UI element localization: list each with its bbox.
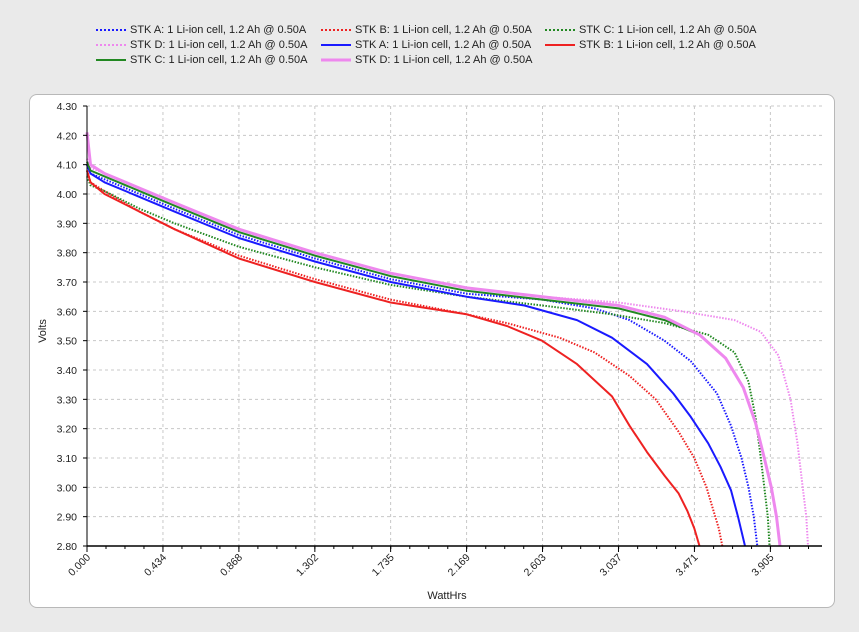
series-line: [86, 176, 771, 547]
legend-item: STK C: 1 Li-ion cell, 1.2 Ah @ 0.50A: [95, 53, 307, 67]
chart-legend: STK A: 1 Li-ion cell, 1.2 Ah @ 0.50A STK…: [0, 0, 859, 90]
series-group: [85, 132, 809, 547]
x-tick-label: 0.000: [66, 552, 93, 579]
y-tick-label: 3.00: [57, 482, 78, 494]
x-tick-label: 3.471: [673, 552, 700, 579]
x-tick-label: 2.603: [522, 552, 549, 579]
y-tick-label: 3.10: [57, 453, 78, 465]
legend-label: STK D: 1 Li-ion cell, 1.2 Ah @ 0.50A: [355, 54, 533, 66]
legend-label: STK D: 1 Li-ion cell, 1.2 Ah @ 0.50A: [130, 39, 308, 51]
legend-label: STK C: 1 Li-ion cell, 1.2 Ah @ 0.50A: [130, 54, 308, 66]
y-tick-label: 3.90: [57, 218, 78, 230]
x-tick-label: 0.868: [218, 552, 245, 579]
legend-swatch: [96, 59, 126, 61]
y-tick-label: 4.30: [57, 101, 78, 113]
y-tick-label: 4.20: [57, 130, 78, 142]
y-axis-title: Volts: [37, 319, 49, 343]
legend-item: STK A: 1 Li-ion cell, 1.2 Ah @ 0.50A: [95, 23, 306, 37]
grid-lines: [87, 105, 822, 546]
legend-item: STK B: 1 Li-ion cell, 1.2 Ah @ 0.50A: [544, 38, 756, 52]
x-tick-labels: 0.000 0.434 0.868 1.302 1.735 2.169 2.603 3.037…: [66, 552, 777, 579]
legend-swatch: [321, 29, 351, 31]
y-tick-label: 3.30: [57, 394, 78, 406]
x-tick-label: 3.905: [749, 552, 776, 579]
legend-label: STK B: 1 Li-ion cell, 1.2 Ah @ 0.50A: [355, 24, 532, 36]
x-tick-label: 0.434: [142, 552, 169, 579]
x-tick-label: 2.169: [446, 552, 473, 579]
y-tick-label: 3.70: [57, 277, 78, 289]
series-line: [86, 158, 809, 547]
x-tick-label: 1.302: [294, 552, 321, 579]
axes: [83, 105, 822, 552]
legend-item: STK C: 1 Li-ion cell, 1.2 Ah @ 0.50A: [544, 23, 756, 37]
series-line: [86, 170, 701, 547]
legend-item: STK D: 1 Li-ion cell, 1.2 Ah @ 0.50A: [320, 53, 532, 67]
legend-item: STK B: 1 Li-ion cell, 1.2 Ah @ 0.50A: [320, 23, 532, 37]
legend-swatch: [545, 29, 575, 31]
y-tick-label: 4.10: [57, 160, 78, 172]
series-line: [86, 170, 724, 547]
y-tick-label: 3.80: [57, 248, 78, 260]
legend-label: STK B: 1 Li-ion cell, 1.2 Ah @ 0.50A: [579, 39, 756, 51]
legend-swatch: [96, 44, 126, 46]
y-tick-label: 3.20: [57, 424, 78, 436]
legend-item: STK A: 1 Li-ion cell, 1.2 Ah @ 0.50A: [320, 38, 531, 52]
legend-swatch: [545, 44, 575, 46]
legend-swatch: [321, 44, 351, 46]
y-tick-label: 3.50: [57, 336, 78, 348]
legend-swatch: [321, 58, 351, 62]
y-tick-label: 3.60: [57, 306, 78, 318]
y-tick-label: 2.90: [57, 512, 78, 524]
y-tick-labels: 4.30 4.20 4.10 4.00 3.90 3.80 3.70 3.60 3.50 3.40…: [57, 101, 78, 553]
chart-panel: 4.30 4.20 4.10 4.00 3.90 3.80 3.70 3.60 3.50 3.40…: [29, 94, 835, 608]
series-line: [85, 132, 782, 547]
series-line: [86, 164, 746, 547]
legend-swatch: [96, 29, 126, 31]
y-tick-label: 2.80: [57, 541, 78, 553]
x-axis-title: WattHrs: [427, 590, 467, 602]
legend-item: STK D: 1 Li-ion cell, 1.2 Ah @ 0.50A: [95, 38, 307, 52]
x-tick-label: 1.735: [370, 552, 397, 579]
x-tick-label: 3.037: [598, 552, 625, 579]
line-chart: 4.30 4.20 4.10 4.00 3.90 3.80 3.70 3.60 3.50 3.40…: [37, 101, 822, 602]
series-line: [86, 164, 759, 547]
legend-label: STK A: 1 Li-ion cell, 1.2 Ah @ 0.50A: [355, 39, 532, 51]
legend-label: STK C: 1 Li-ion cell, 1.2 Ah @ 0.50A: [579, 24, 757, 36]
y-tick-label: 3.40: [57, 365, 78, 377]
legend-label: STK A: 1 Li-ion cell, 1.2 Ah @ 0.50A: [130, 24, 307, 36]
y-tick-label: 4.00: [57, 189, 78, 201]
